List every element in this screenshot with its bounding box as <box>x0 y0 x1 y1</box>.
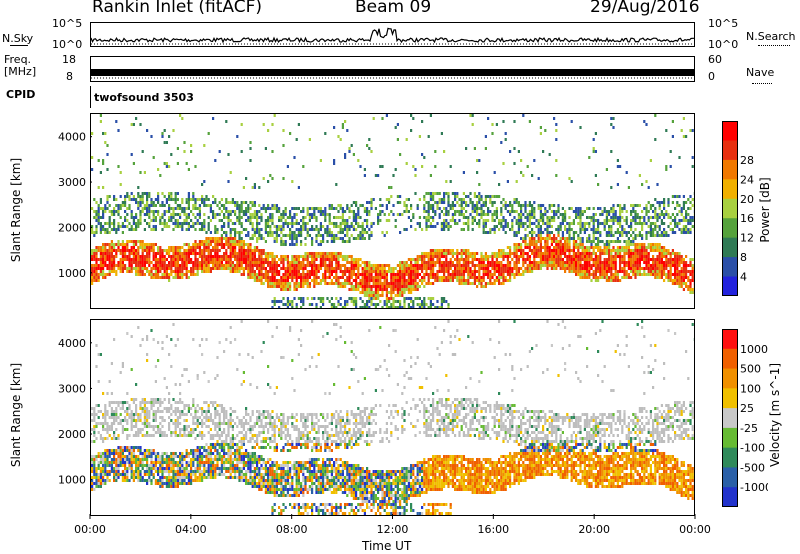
noise-left-top-tick: 10^5 <box>52 17 83 30</box>
noise-right-top-tick: 10^5 <box>708 17 739 30</box>
time-xlabel: Time UT <box>362 539 412 553</box>
xtick-label: 08:00 <box>276 523 308 536</box>
heatmap-cells <box>91 114 696 309</box>
colorbar-segment <box>722 140 738 161</box>
colorbar-tick-label: 20 <box>740 193 754 206</box>
colorbar-tick-label: 100 <box>740 382 761 395</box>
nsearch-line-marker <box>758 45 790 46</box>
colorbar-tick-label: 25 <box>740 402 754 415</box>
colorbar-segment <box>722 121 738 141</box>
colorbar-segment <box>722 487 738 508</box>
cpid-label: CPID <box>6 88 36 101</box>
ytick-label: 1000 <box>58 474 86 487</box>
date-label: 29/Aug/2016 <box>590 0 700 17</box>
colorbar-segment <box>722 408 738 429</box>
freq-band <box>91 69 694 76</box>
freq-unit-label: [MHz] <box>4 65 37 78</box>
colorbar-segment <box>722 276 738 297</box>
velocity-ylabel: Slant Range [km] <box>9 362 23 468</box>
colorbar-segment <box>722 348 738 370</box>
colorbar-tick-label: 1000 <box>740 343 768 356</box>
colorbar-tick-label: -1000 <box>740 481 768 494</box>
power-yaxis: 1000 2000 3000 4000 <box>58 131 92 280</box>
nave-line-marker <box>752 83 772 84</box>
xtick-label: 20:00 <box>578 523 610 536</box>
colorbar-tick-label: 8 <box>740 251 747 264</box>
colorbar-segment <box>722 427 738 449</box>
power-panel <box>90 113 696 309</box>
colorbar-segment <box>722 257 738 278</box>
colorbar-tick-label: 28 <box>740 154 754 167</box>
freq-panel <box>90 56 695 82</box>
ytick-label: 4000 <box>58 337 86 350</box>
colorbar-segment <box>722 218 738 239</box>
nsky-line-marker <box>10 45 28 46</box>
colorbar-frame <box>722 329 738 507</box>
colorbar-tick-label: 12 <box>740 232 754 245</box>
nave-label: Nave <box>746 66 775 79</box>
noise-sky-line <box>90 27 694 44</box>
ytick-label: 4000 <box>58 131 86 144</box>
velocity-colorbar-label: Velocity [m s^-1] <box>768 362 782 468</box>
power-colorbar <box>722 121 738 297</box>
ytick-label: 1000 <box>58 267 86 280</box>
colorbar-segment <box>722 198 738 219</box>
power-colorbar-label: Power [dB] <box>758 177 772 243</box>
colorbar-segment <box>722 447 738 468</box>
colorbar-tick-label: 4 <box>740 271 747 284</box>
station-title: Rankin Inlet (fitACF) <box>92 0 263 17</box>
noise-trace <box>90 27 694 45</box>
velocity-colorbar <box>722 329 738 508</box>
ytick-label: 2000 <box>58 428 86 441</box>
colorbar-segment <box>722 368 738 389</box>
colorbar-segment <box>722 179 738 200</box>
nsky-label: N.Sky <box>2 32 34 45</box>
colorbar-segment <box>722 388 738 409</box>
nsearch-label: N.Search <box>746 30 796 43</box>
colorbar-tick-label: -100 <box>740 442 765 455</box>
colorbar-tick-label: -25 <box>740 422 758 435</box>
colorbar-tick-label: 16 <box>740 212 754 225</box>
colorbar-segment <box>722 467 738 488</box>
freq-right-bottom-tick: 0 <box>708 70 715 83</box>
xtick-label: 04:00 <box>175 523 207 536</box>
freq-trace <box>91 69 694 79</box>
velocity-colorbar-ticks: 1000 500 100 25 -25 -100 -500 -1000 <box>740 343 768 494</box>
xtick-label: 12:00 <box>377 523 409 536</box>
beam-label: Beam 09 <box>355 0 432 17</box>
cpid-marker <box>90 86 91 108</box>
colorbar-tick-label: 500 <box>740 363 761 376</box>
colorbar-tick-label: -500 <box>740 461 765 474</box>
ytick-label: 3000 <box>58 382 86 395</box>
freq-left-bottom-tick: 8 <box>66 70 73 83</box>
noise-panel <box>90 22 695 47</box>
colorbar-frame <box>722 121 738 296</box>
freq-left-top-tick: 18 <box>62 53 76 66</box>
noise-left-bottom-tick: 10^0 <box>52 38 83 51</box>
power-colorbar-ticks: 4 8 12 16 20 24 28 <box>740 154 754 284</box>
power-ylabel: Slant Range [km] <box>9 157 23 263</box>
xtick-label: 00:00 <box>74 523 106 536</box>
colorbar-segment <box>722 159 738 180</box>
noise-right-bottom-tick: 10^0 <box>708 38 739 51</box>
ytick-label: 3000 <box>58 176 86 189</box>
colorbar-segment <box>722 237 738 258</box>
xtick-label: 00:00 <box>679 523 711 536</box>
velocity-panel <box>90 319 696 516</box>
xtick-label: 16:00 <box>477 523 509 536</box>
ytick-label: 2000 <box>58 221 86 234</box>
power-heatmap <box>91 114 696 309</box>
heatmap-cells <box>91 320 696 515</box>
time-xaxis: 00:00 04:00 08:00 12:00 16:00 20:00 00:00 <box>74 514 711 536</box>
freq-right-top-tick: 60 <box>708 53 722 66</box>
freq-label: Freq. <box>4 53 32 66</box>
colorbar-tick-label: 24 <box>740 173 754 186</box>
cpid-program: twofsound 3503 <box>94 91 194 104</box>
velocity-heatmap <box>91 320 696 515</box>
colorbar-segment <box>722 329 738 350</box>
velocity-yaxis: 1000 2000 3000 4000 <box>58 337 92 487</box>
